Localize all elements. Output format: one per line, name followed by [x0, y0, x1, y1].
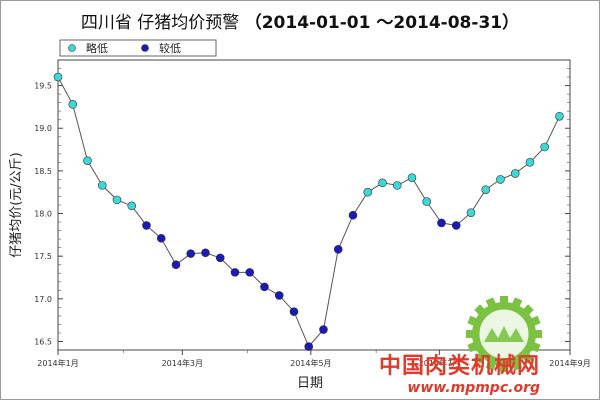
data-point-lower — [186, 249, 196, 258]
data-point-low — [496, 175, 505, 184]
watermark-site-name: 中国肉类机械网 — [378, 354, 540, 379]
watermark: 中国肉类机械网 www.mpmpc.org — [379, 348, 540, 396]
data-point-low — [68, 100, 78, 109]
data-point-lower — [201, 248, 210, 258]
data-point-low — [378, 178, 387, 188]
y-tick-label: 19.5 — [34, 82, 52, 91]
gear-tooth — [534, 330, 542, 338]
data-point-lower — [289, 307, 299, 316]
data-point-lower — [274, 291, 284, 300]
x-tick-label: 2014年5月 — [290, 358, 331, 368]
y-tick-label: 17.5 — [34, 252, 52, 261]
data-point-low — [97, 181, 107, 190]
mpmpc-logo-icon — [466, 296, 542, 372]
data-point-low — [363, 187, 373, 197]
x-tick-label: 2014年9月 — [549, 358, 590, 368]
data-point-low — [481, 185, 491, 194]
data-point-lower — [348, 210, 358, 220]
data-point-lower — [142, 221, 151, 230]
data-point-low — [53, 72, 63, 82]
data-point-low — [510, 169, 520, 178]
plot-area — [57, 59, 571, 351]
data-point-lower — [245, 268, 255, 277]
data-point-low — [555, 111, 564, 121]
data-point-low — [422, 197, 432, 206]
data-point-low — [112, 195, 122, 205]
data-point-lower — [230, 268, 240, 277]
data-point-low — [127, 201, 137, 211]
x-tick-label: 2014年3月 — [162, 358, 203, 368]
legend-marker-lower — [141, 44, 149, 52]
data-point-lower — [333, 245, 343, 254]
legend-label-lower: 较低 — [159, 41, 181, 55]
y-tick-label: 16.5 — [34, 337, 52, 346]
data-point-lower — [215, 253, 225, 263]
legend-label-low: 略低 — [86, 41, 108, 55]
x-axis-label: 日期 — [297, 376, 323, 391]
data-point-low — [407, 173, 417, 183]
gear-tooth — [466, 330, 474, 338]
data-point-lower — [451, 221, 461, 230]
y-tick-label: 18.0 — [34, 210, 52, 219]
data-point-low — [540, 142, 550, 152]
data-point-low — [392, 181, 402, 190]
y-tick-label: 17.0 — [34, 295, 52, 304]
data-point-low — [466, 208, 476, 217]
gear-tooth — [500, 296, 508, 304]
data-point-lower — [319, 325, 328, 334]
legend: 略低 较低 — [59, 39, 217, 57]
data-point-lower — [304, 342, 314, 351]
x-tick-label: 2014年7月 — [419, 358, 460, 368]
data-point-low — [525, 158, 535, 167]
x-tick-label: 2014年1月 — [37, 358, 78, 368]
watermark-url: www.mpmpc.org — [407, 380, 540, 396]
gear-tooth — [500, 364, 508, 372]
data-point-lower — [171, 260, 181, 270]
y-axis: 16.5 17.0 17.5 18.0 18.5 19.0 19.5 — [34, 68, 570, 346]
data-point-low — [83, 156, 92, 165]
chart-title-main: 四川省 仔猪均价预警 — [80, 13, 240, 33]
data-point-lower — [260, 282, 269, 292]
chart-title: 四川省 仔猪均价预警 （2014-01-01 ～2014-08-31） — [0, 8, 600, 33]
chart-title-range: （2014-01-01 ～2014-08-31） — [244, 13, 520, 33]
series-points — [53, 72, 564, 351]
y-tick-label: 18.5 — [34, 167, 52, 176]
data-point-lower — [437, 218, 446, 228]
y-tick-label: 19.0 — [34, 124, 52, 133]
y-axis-label: 仔猪均价(元/公斤) — [9, 152, 24, 258]
legend-marker-low — [68, 44, 76, 52]
data-point-lower — [156, 233, 166, 243]
